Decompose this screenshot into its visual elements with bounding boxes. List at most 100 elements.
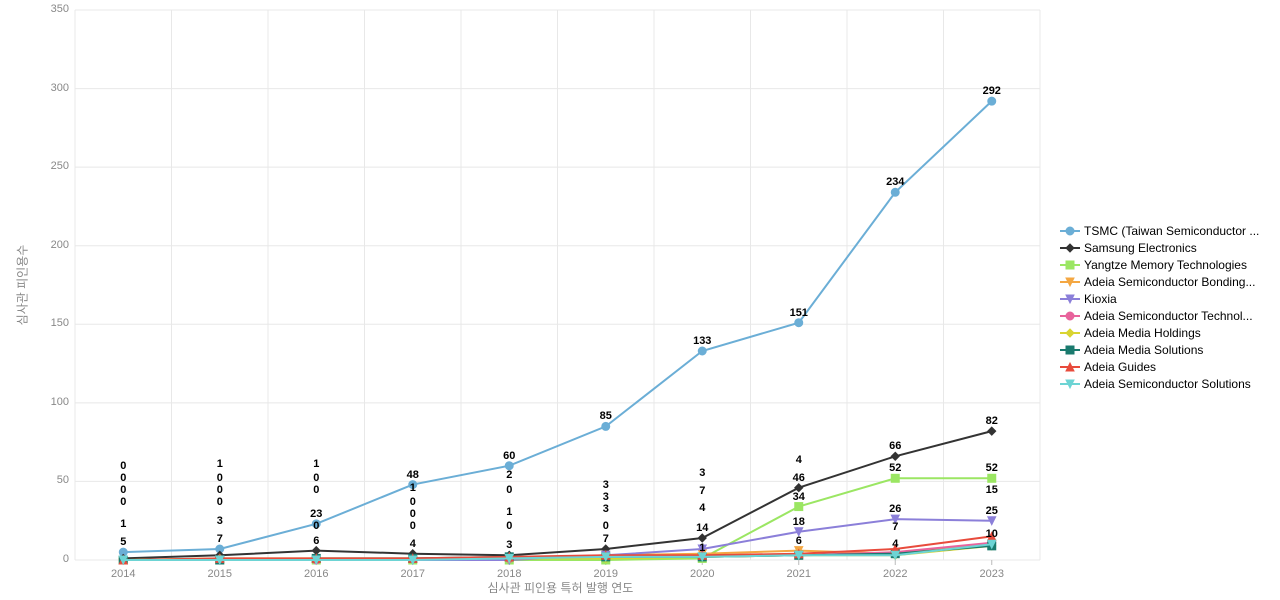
legend-swatch: [1060, 258, 1080, 272]
data-point-label: 18: [793, 516, 805, 528]
data-point-label: 82: [986, 415, 998, 427]
legend-item[interactable]: Adeia Semiconductor Bonding...: [1060, 273, 1259, 290]
legend-label: Adeia Semiconductor Solutions: [1084, 377, 1251, 391]
data-point-label: 0: [120, 484, 126, 496]
data-point-label: 0: [120, 460, 126, 472]
legend-swatch: [1060, 326, 1080, 340]
x-tick-label: 2014: [111, 568, 135, 580]
data-point-label: 26: [889, 503, 901, 515]
data-point-label: 1: [313, 458, 319, 470]
legend-item[interactable]: Adeia Semiconductor Solutions: [1060, 375, 1259, 392]
data-point-label: 0: [506, 520, 512, 532]
data-point-label: 3: [699, 467, 705, 479]
data-point-label: 6: [796, 535, 802, 547]
data-point-label: 4: [796, 454, 802, 466]
legend-item[interactable]: Yangtze Memory Technologies: [1060, 256, 1259, 273]
data-point-label: 3: [603, 503, 609, 515]
data-point-label: 5: [120, 536, 126, 548]
data-point-label: 0: [120, 496, 126, 508]
x-tick-label: 2017: [401, 568, 425, 580]
data-point-label: 60: [503, 450, 515, 462]
y-tick-label: 50: [57, 474, 69, 486]
data-point-label: 0: [410, 508, 416, 520]
data-point-label: 7: [699, 485, 705, 497]
data-point-label: 0: [313, 520, 319, 532]
data-point-label: 3: [603, 491, 609, 503]
legend-label: Adeia Guides: [1084, 360, 1156, 374]
data-point-label: 4: [410, 538, 416, 550]
line-chart: 0501001502002503003502014201520162017201…: [0, 0, 1280, 600]
legend-swatch: [1060, 377, 1080, 391]
legend-label: Yangtze Memory Technologies: [1084, 258, 1247, 272]
data-point-label: 85: [600, 410, 612, 422]
data-point-label: 7: [603, 533, 609, 545]
y-tick-label: 200: [51, 239, 69, 251]
data-point-label: 292: [983, 85, 1001, 97]
legend-swatch: [1060, 309, 1080, 323]
data-point-label: 234: [886, 176, 904, 188]
legend-swatch: [1060, 275, 1080, 289]
data-point-label: 48: [407, 469, 419, 481]
x-tick-label: 2015: [208, 568, 232, 580]
legend-label: Adeia Media Solutions: [1084, 343, 1203, 357]
y-tick-label: 100: [51, 396, 69, 408]
data-point-label: 0: [410, 496, 416, 508]
data-point-label: 151: [790, 307, 808, 319]
data-point-label: 3: [506, 539, 512, 551]
data-point-label: 1: [506, 506, 512, 518]
x-tick-label: 2023: [980, 568, 1004, 580]
data-point-label: 0: [313, 472, 319, 484]
data-point-label: 133: [693, 335, 711, 347]
legend-label: Samsung Electronics: [1084, 241, 1197, 255]
legend-item[interactable]: Kioxia: [1060, 290, 1259, 307]
data-point-label: 1: [699, 542, 705, 554]
legend-label: Kioxia: [1084, 292, 1117, 306]
data-point-label: 0: [120, 472, 126, 484]
data-point-label: 4: [892, 538, 898, 550]
legend-swatch: [1060, 360, 1080, 374]
data-point-label: 0: [313, 484, 319, 496]
x-tick-label: 2020: [690, 568, 714, 580]
data-point-label: 0: [410, 520, 416, 532]
data-point-label: 7: [892, 521, 898, 533]
data-point-label: 0: [217, 472, 223, 484]
y-tick-label: 150: [51, 317, 69, 329]
y-tick-label: 0: [63, 553, 69, 565]
legend-item[interactable]: Adeia Media Holdings: [1060, 324, 1259, 341]
data-point-label: 1: [217, 458, 223, 470]
legend-swatch: [1060, 343, 1080, 357]
data-point-label: 0: [217, 484, 223, 496]
x-tick-label: 2021: [787, 568, 811, 580]
data-point-label: 6: [313, 535, 319, 547]
legend-item[interactable]: TSMC (Taiwan Semiconductor ...: [1060, 222, 1259, 239]
legend: TSMC (Taiwan Semiconductor ... Samsung El…: [1060, 222, 1259, 392]
legend-label: TSMC (Taiwan Semiconductor ...: [1084, 224, 1259, 238]
x-axis-label: 심사관 피인용 특허 발행 연도: [488, 579, 634, 596]
data-point-label: 52: [986, 462, 998, 474]
data-point-label: 10: [986, 528, 998, 540]
legend-label: Adeia Semiconductor Technol...: [1084, 309, 1253, 323]
legend-item[interactable]: Samsung Electronics: [1060, 239, 1259, 256]
data-point-label: 15: [986, 484, 998, 496]
legend-item[interactable]: Adeia Semiconductor Technol...: [1060, 307, 1259, 324]
data-point-label: 4: [699, 502, 705, 514]
y-tick-label: 300: [51, 82, 69, 94]
data-point-label: 52: [889, 462, 901, 474]
data-point-label: 23: [310, 508, 322, 520]
data-point-label: 1: [410, 482, 416, 494]
legend-swatch: [1060, 292, 1080, 306]
data-point-label: 7: [217, 533, 223, 545]
x-tick-label: 2016: [304, 568, 328, 580]
legend-item[interactable]: Adeia Guides: [1060, 358, 1259, 375]
legend-label: Adeia Media Holdings: [1084, 326, 1201, 340]
y-tick-label: 250: [51, 160, 69, 172]
data-point-label: 66: [889, 440, 901, 452]
data-point-label: 0: [506, 484, 512, 496]
legend-label: Adeia Semiconductor Bonding...: [1084, 275, 1255, 289]
data-point-label: 34: [793, 491, 805, 503]
data-point-label: 3: [217, 515, 223, 527]
legend-item[interactable]: Adeia Media Solutions: [1060, 341, 1259, 358]
y-tick-label: 350: [51, 3, 69, 15]
data-point-label: 46: [793, 472, 805, 484]
y-axis-label: 심사관 피인용수: [14, 245, 31, 326]
